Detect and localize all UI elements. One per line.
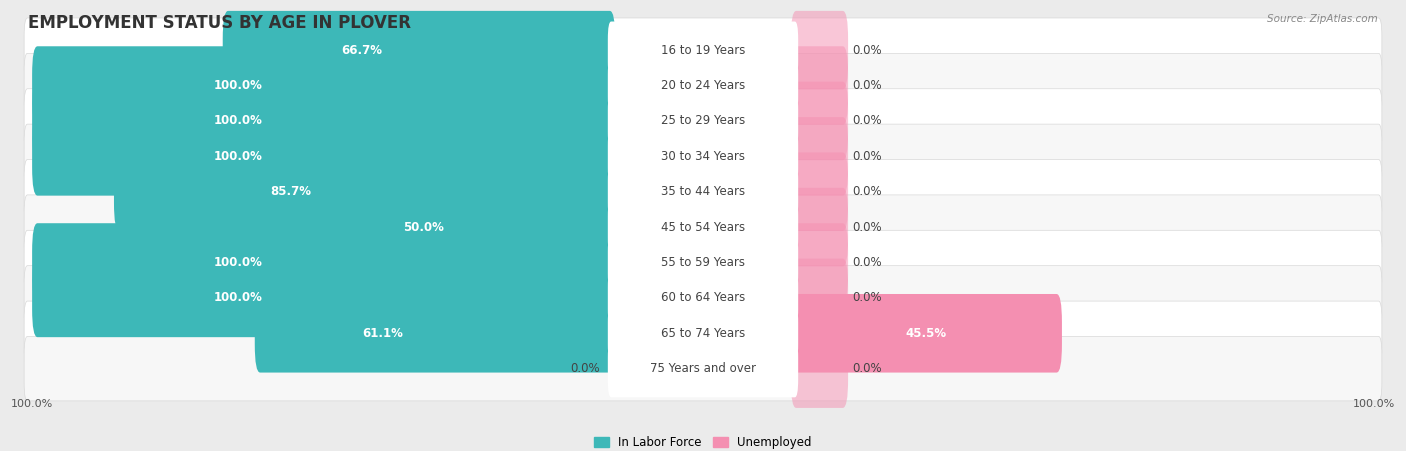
FancyBboxPatch shape: [24, 89, 1382, 153]
FancyBboxPatch shape: [24, 230, 1382, 295]
FancyBboxPatch shape: [607, 163, 799, 221]
Text: 0.0%: 0.0%: [571, 362, 600, 375]
Text: 25 to 29 Years: 25 to 29 Years: [661, 115, 745, 128]
Text: 100.0%: 100.0%: [214, 291, 262, 304]
Text: 0.0%: 0.0%: [853, 185, 883, 198]
FancyBboxPatch shape: [790, 258, 848, 337]
Text: 100.0%: 100.0%: [1353, 399, 1395, 409]
Text: 0.0%: 0.0%: [853, 362, 883, 375]
Text: 50.0%: 50.0%: [404, 221, 444, 234]
FancyBboxPatch shape: [32, 82, 616, 160]
FancyBboxPatch shape: [32, 223, 616, 302]
Text: 55 to 59 Years: 55 to 59 Years: [661, 256, 745, 269]
FancyBboxPatch shape: [24, 195, 1382, 259]
FancyBboxPatch shape: [24, 336, 1382, 401]
FancyBboxPatch shape: [790, 294, 1062, 373]
Text: 0.0%: 0.0%: [853, 115, 883, 128]
FancyBboxPatch shape: [790, 46, 848, 125]
Text: Source: ZipAtlas.com: Source: ZipAtlas.com: [1267, 14, 1378, 23]
FancyBboxPatch shape: [607, 92, 799, 150]
Text: 0.0%: 0.0%: [853, 150, 883, 163]
Text: 65 to 74 Years: 65 to 74 Years: [661, 327, 745, 340]
Text: 0.0%: 0.0%: [853, 44, 883, 57]
Text: 0.0%: 0.0%: [853, 79, 883, 92]
FancyBboxPatch shape: [24, 124, 1382, 189]
FancyBboxPatch shape: [24, 18, 1382, 83]
Text: 45.5%: 45.5%: [905, 327, 948, 340]
FancyBboxPatch shape: [607, 269, 799, 327]
FancyBboxPatch shape: [790, 223, 848, 302]
Text: 0.0%: 0.0%: [853, 256, 883, 269]
Text: 75 Years and over: 75 Years and over: [650, 362, 756, 375]
FancyBboxPatch shape: [607, 198, 799, 256]
Text: 85.7%: 85.7%: [270, 185, 312, 198]
FancyBboxPatch shape: [222, 11, 616, 89]
Text: 100.0%: 100.0%: [11, 399, 53, 409]
FancyBboxPatch shape: [790, 82, 848, 160]
FancyBboxPatch shape: [790, 11, 848, 89]
FancyBboxPatch shape: [32, 258, 616, 337]
Legend: In Labor Force, Unemployed: In Labor Force, Unemployed: [589, 432, 817, 451]
Text: 100.0%: 100.0%: [214, 115, 262, 128]
FancyBboxPatch shape: [318, 188, 616, 267]
FancyBboxPatch shape: [32, 117, 616, 196]
FancyBboxPatch shape: [607, 304, 799, 362]
Text: 20 to 24 Years: 20 to 24 Years: [661, 79, 745, 92]
Text: 66.7%: 66.7%: [342, 44, 382, 57]
FancyBboxPatch shape: [607, 22, 799, 79]
Text: 60 to 64 Years: 60 to 64 Years: [661, 291, 745, 304]
Text: EMPLOYMENT STATUS BY AGE IN PLOVER: EMPLOYMENT STATUS BY AGE IN PLOVER: [28, 14, 411, 32]
FancyBboxPatch shape: [254, 294, 616, 373]
FancyBboxPatch shape: [114, 152, 616, 231]
Text: 61.1%: 61.1%: [363, 327, 404, 340]
FancyBboxPatch shape: [790, 117, 848, 196]
FancyBboxPatch shape: [607, 234, 799, 291]
Text: 30 to 34 Years: 30 to 34 Years: [661, 150, 745, 163]
Text: 35 to 44 Years: 35 to 44 Years: [661, 185, 745, 198]
FancyBboxPatch shape: [24, 301, 1382, 365]
FancyBboxPatch shape: [790, 188, 848, 267]
FancyBboxPatch shape: [24, 266, 1382, 330]
Text: 0.0%: 0.0%: [853, 221, 883, 234]
Text: 0.0%: 0.0%: [853, 291, 883, 304]
FancyBboxPatch shape: [607, 128, 799, 185]
FancyBboxPatch shape: [607, 340, 799, 397]
FancyBboxPatch shape: [24, 160, 1382, 224]
Text: 16 to 19 Years: 16 to 19 Years: [661, 44, 745, 57]
FancyBboxPatch shape: [790, 152, 848, 231]
Text: 45 to 54 Years: 45 to 54 Years: [661, 221, 745, 234]
Text: 100.0%: 100.0%: [214, 79, 262, 92]
Text: 100.0%: 100.0%: [214, 256, 262, 269]
FancyBboxPatch shape: [32, 46, 616, 125]
FancyBboxPatch shape: [24, 53, 1382, 118]
FancyBboxPatch shape: [790, 329, 848, 408]
Text: 100.0%: 100.0%: [214, 150, 262, 163]
FancyBboxPatch shape: [607, 57, 799, 114]
